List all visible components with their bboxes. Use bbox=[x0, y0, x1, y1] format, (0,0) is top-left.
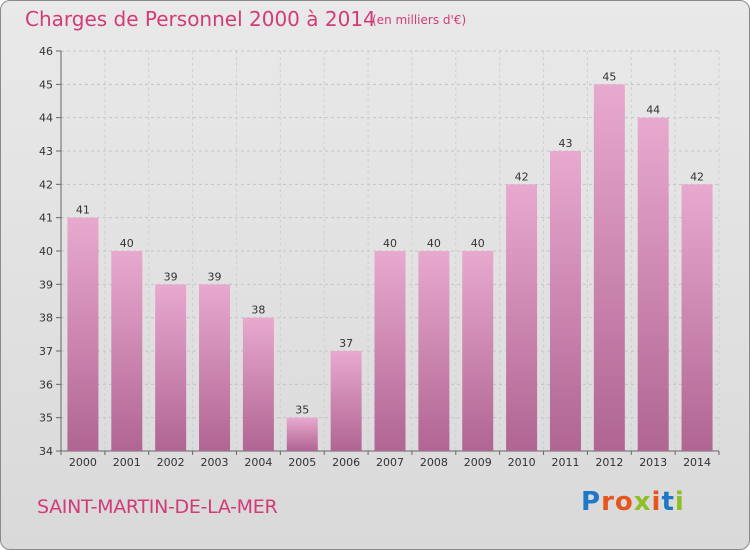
y-tick-label: 36 bbox=[39, 378, 53, 391]
commune-name: SAINT-MARTIN-DE-LA-MER bbox=[37, 496, 278, 518]
y-tick-label: 41 bbox=[39, 212, 53, 225]
y-tick-label: 40 bbox=[39, 245, 53, 258]
bar-value-label: 41 bbox=[76, 204, 90, 217]
bar bbox=[286, 417, 318, 451]
bar bbox=[549, 151, 581, 451]
x-tick-label: 2014 bbox=[683, 456, 711, 469]
y-tick-label: 45 bbox=[39, 78, 53, 91]
bar-value-label: 39 bbox=[164, 270, 178, 283]
x-tick-label: 2012 bbox=[595, 456, 623, 469]
logo-letter: o bbox=[614, 487, 634, 517]
bar bbox=[67, 217, 99, 451]
y-tick-label: 43 bbox=[39, 145, 53, 158]
bar-value-label: 44 bbox=[646, 104, 660, 117]
logo-letter: i bbox=[674, 487, 685, 517]
chart-title: Charges de Personnel 2000 à 2014 bbox=[25, 7, 376, 31]
bar bbox=[681, 184, 713, 452]
x-tick-label: 2003 bbox=[201, 456, 229, 469]
x-tick-label: 2002 bbox=[157, 456, 185, 469]
y-tick-label: 35 bbox=[39, 412, 53, 425]
x-tick-label: 2009 bbox=[464, 456, 492, 469]
x-tick-label: 2008 bbox=[420, 456, 448, 469]
bar bbox=[242, 317, 274, 451]
bar bbox=[199, 284, 231, 451]
bar-value-label: 42 bbox=[515, 170, 529, 183]
y-tick-label: 46 bbox=[39, 45, 53, 58]
bar-value-label: 42 bbox=[690, 170, 704, 183]
bar bbox=[593, 84, 625, 451]
bar bbox=[374, 251, 406, 451]
y-tick-label: 34 bbox=[39, 445, 53, 458]
logo-letter: P bbox=[581, 487, 602, 517]
x-tick-label: 2011 bbox=[551, 456, 579, 469]
bar bbox=[111, 251, 143, 451]
x-tick-label: 2000 bbox=[69, 456, 97, 469]
x-tick-label: 2010 bbox=[508, 456, 536, 469]
bar bbox=[637, 117, 669, 452]
bar-value-label: 40 bbox=[471, 237, 485, 250]
bar-value-label: 40 bbox=[120, 237, 134, 250]
x-tick-label: 2007 bbox=[376, 456, 404, 469]
bars bbox=[67, 84, 713, 452]
proxiti-logo[interactable]: Proxiti bbox=[581, 487, 685, 517]
y-tick-label: 39 bbox=[39, 278, 53, 291]
bar-value-label: 40 bbox=[383, 237, 397, 250]
y-tick-label: 44 bbox=[39, 112, 53, 125]
bar-value-label: 40 bbox=[427, 237, 441, 250]
bar bbox=[506, 184, 538, 452]
bar-value-label: 39 bbox=[208, 270, 222, 283]
logo-letter: x bbox=[633, 487, 652, 517]
chart-subtitle: (en milliers d'€) bbox=[372, 13, 467, 27]
labels: 41 2000 40 2001 39 2002 39 2003 38 2004 35 2005 37 20… bbox=[69, 70, 711, 469]
y-tick-label: 38 bbox=[39, 312, 53, 325]
bar-value-label: 43 bbox=[558, 137, 572, 150]
logo-letter: r bbox=[601, 487, 615, 517]
y-tick-label: 42 bbox=[39, 178, 53, 191]
bar-value-label: 35 bbox=[295, 404, 309, 417]
logo-letter: i bbox=[651, 487, 662, 517]
x-tick-label: 2004 bbox=[244, 456, 272, 469]
bar-value-label: 37 bbox=[339, 337, 353, 350]
bar bbox=[155, 284, 187, 451]
x-tick-label: 2005 bbox=[288, 456, 316, 469]
bar bbox=[418, 251, 450, 451]
bar bbox=[330, 351, 362, 451]
bar bbox=[462, 251, 494, 451]
x-tick-label: 2006 bbox=[332, 456, 360, 469]
bar-value-label: 45 bbox=[602, 70, 616, 83]
x-tick-label: 2001 bbox=[113, 456, 141, 469]
logo-letter: t bbox=[661, 487, 675, 517]
y-tick-label: 37 bbox=[39, 345, 53, 358]
bar-value-label: 38 bbox=[251, 304, 265, 317]
x-tick-label: 2013 bbox=[639, 456, 667, 469]
